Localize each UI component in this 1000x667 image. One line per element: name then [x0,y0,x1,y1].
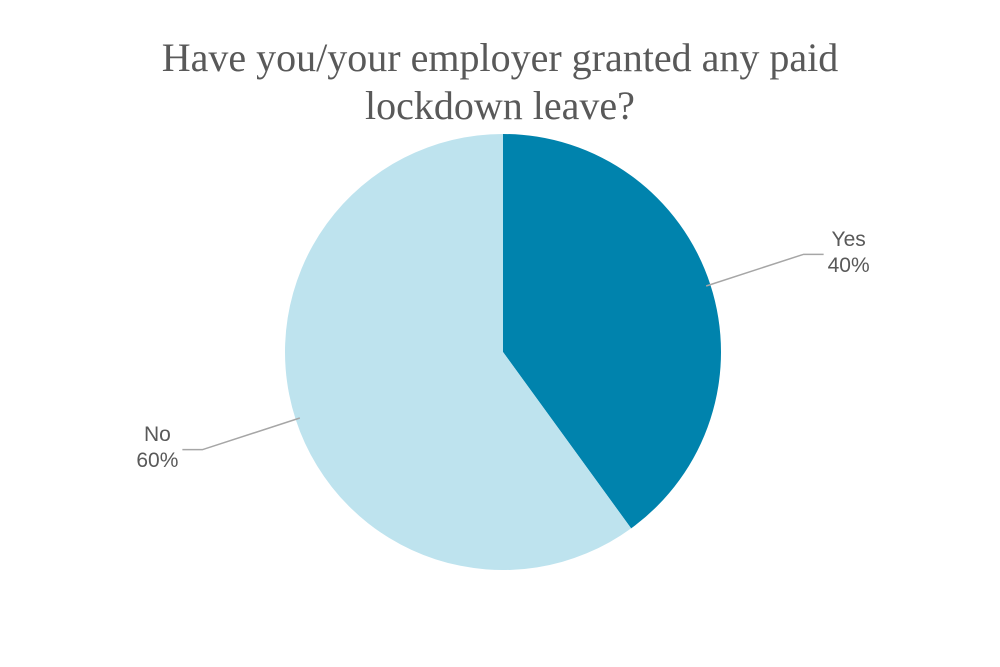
category-label: No [144,423,171,446]
category-label: Yes [831,228,865,251]
pie-slice [503,134,721,529]
value-label: 60% [136,449,178,472]
leader-line [705,253,824,287]
pie-slice [284,134,632,570]
leader-line [182,417,301,451]
value-label: 40% [828,254,870,277]
chart-title: Have you/your employer granted any paid … [161,35,839,128]
